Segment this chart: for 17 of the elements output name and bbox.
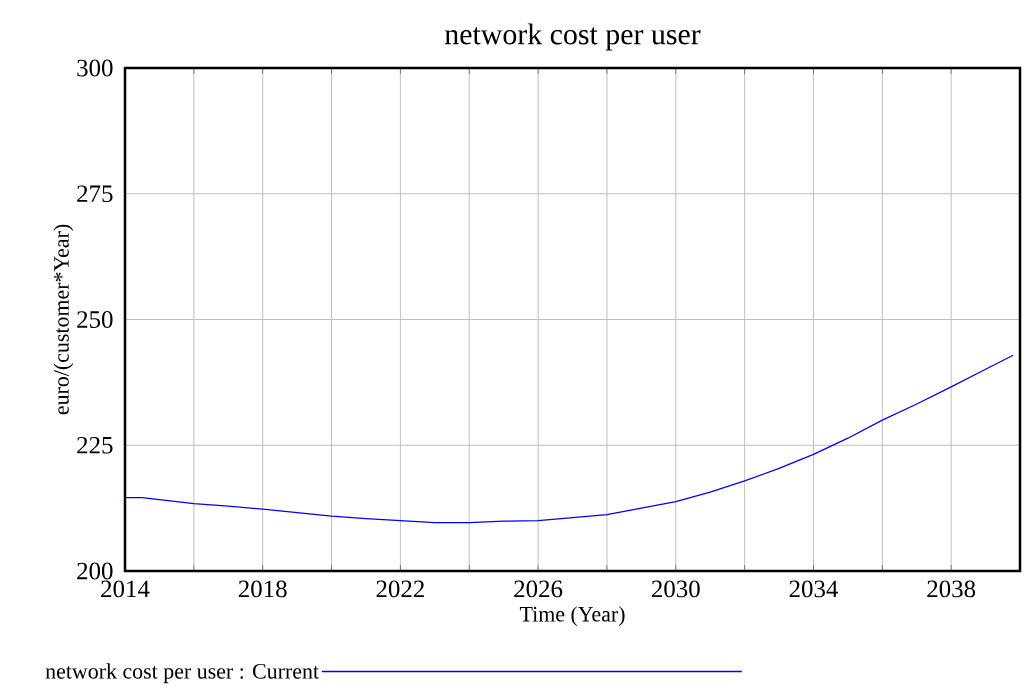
x-tick-label: 2018 xyxy=(238,580,287,598)
x-tick-label: 2026 xyxy=(514,580,563,598)
chart-title: network cost per user xyxy=(444,23,701,51)
x-tick-label: 2038 xyxy=(927,580,976,598)
y-tick-label: 200 xyxy=(77,562,113,580)
text: network cost per user : Current xyxy=(45,663,319,684)
line-series xyxy=(125,354,1014,524)
y-tick-label: 225 xyxy=(77,436,113,454)
x-tick-label: 2014 xyxy=(101,580,150,598)
y-tick-label: 300 xyxy=(77,59,113,77)
y-tick-label: 275 xyxy=(77,185,113,203)
x-tick-label: 2022 xyxy=(376,580,424,598)
x-tick-label: 2030 xyxy=(651,580,700,598)
x-axis-title: Time (Year) xyxy=(519,606,625,627)
y-axis-title: euro/(customer*Year) xyxy=(53,224,74,415)
y-tick-label: 250 xyxy=(77,311,113,328)
x-tick-label: 2034 xyxy=(789,580,838,598)
